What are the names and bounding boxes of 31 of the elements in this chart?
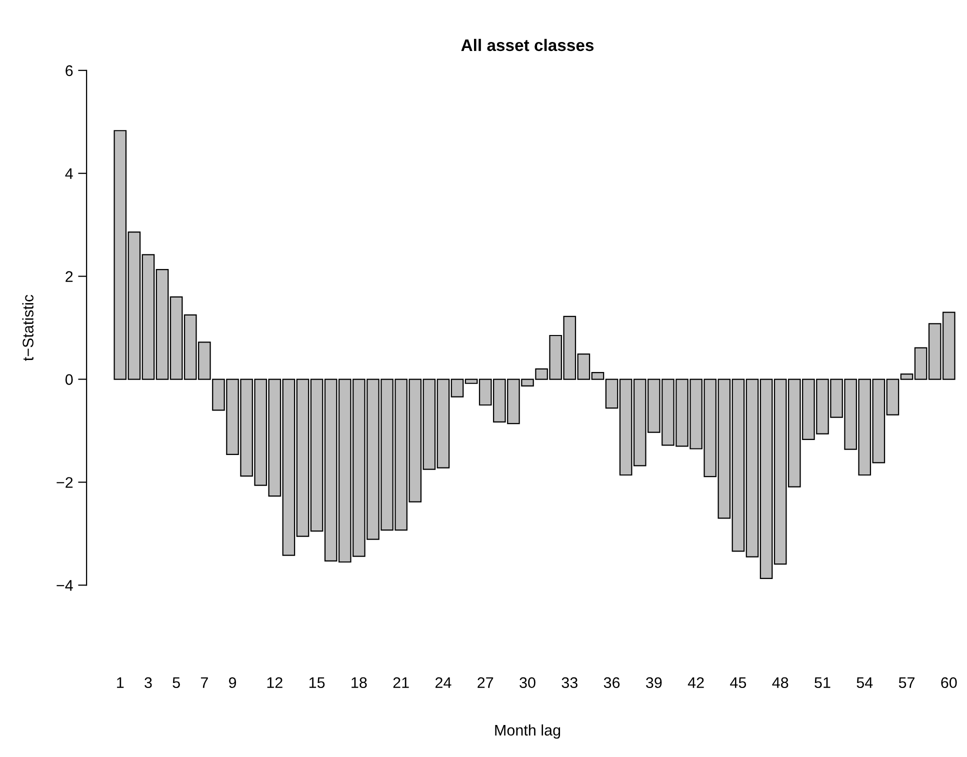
y-tick-label: 4 <box>65 168 73 179</box>
x-tick-label: 60 <box>941 677 957 688</box>
x-tick-label: 33 <box>562 677 578 688</box>
x-axis-title: Month lag <box>495 724 560 739</box>
x-tick-label: 48 <box>772 677 788 688</box>
x-tick-label: 15 <box>309 677 325 688</box>
x-tick-label: 36 <box>604 677 620 688</box>
x-tick-label: 57 <box>898 677 914 688</box>
x-tick-label: 39 <box>646 677 662 688</box>
x-tick-label: 27 <box>478 677 494 688</box>
y-tick-label: 6 <box>66 65 73 76</box>
x-tick-label: 30 <box>520 677 536 688</box>
x-tick-label: 24 <box>435 677 452 688</box>
y-tick-label: −4 <box>56 580 73 591</box>
x-tick-label: 42 <box>688 677 704 688</box>
x-tick-label: 51 <box>814 677 830 688</box>
x-tick-label: 18 <box>352 677 367 688</box>
y-tick-label: 2 <box>66 271 73 282</box>
y-tick-label: −2 <box>56 477 73 488</box>
x-tick-label: 9 <box>228 677 236 688</box>
x-tick-label: 7 <box>200 677 208 688</box>
x-tick-label: 21 <box>393 677 409 688</box>
x-tick-label: 5 <box>172 677 180 688</box>
x-tick-label: 54 <box>856 677 873 688</box>
x-tick-label: 1 <box>117 677 124 688</box>
x-tick-label: 3 <box>144 677 152 688</box>
y-tick-label: 0 <box>65 374 73 385</box>
x-tick-label: 45 <box>730 677 746 688</box>
y-axis-title: t−Statistic <box>22 294 34 361</box>
x-tick-label: 12 <box>267 677 282 688</box>
chart-title: All asset classes <box>461 38 594 52</box>
